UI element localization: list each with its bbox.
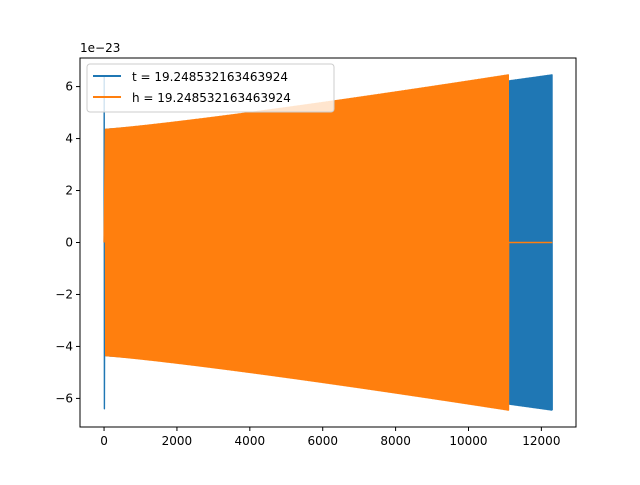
legend-box [86,63,335,113]
y-tick-label: 2 [65,184,73,198]
y-tick-label: −2 [55,287,73,301]
y-tick-label: −4 [55,339,73,353]
y-tick-label: −6 [55,391,73,405]
x-tick-label: 4000 [235,434,266,448]
y-tick-label: 0 [65,236,73,250]
legend-label-t: t = 19.248532163463924 [132,70,288,84]
x-tick-label: 12000 [522,434,560,448]
x-tick-label: 2000 [162,434,193,448]
legend-label-h: h = 19.248532163463924 [132,91,291,105]
series-layer [103,74,553,411]
x-tick-label: 6000 [307,434,338,448]
y-tick-label: 6 [65,80,73,94]
x-tick-label: 0 [100,434,108,448]
x-axis-ticks: 0 2000 4000 6000 8000 10000 12000 [100,427,560,448]
legend: t = 19.248532163463924 h = 19.2485321634… [86,63,335,113]
x-tick-label: 8000 [380,434,411,448]
y-tick-label: 4 [65,132,73,146]
series-line-h [103,74,553,411]
x-tick-label: 10000 [449,434,487,448]
y-axis-ticks: −6 −4 −2 0 2 4 6 [55,80,80,405]
y-offset-text: 1e−23 [80,41,120,55]
